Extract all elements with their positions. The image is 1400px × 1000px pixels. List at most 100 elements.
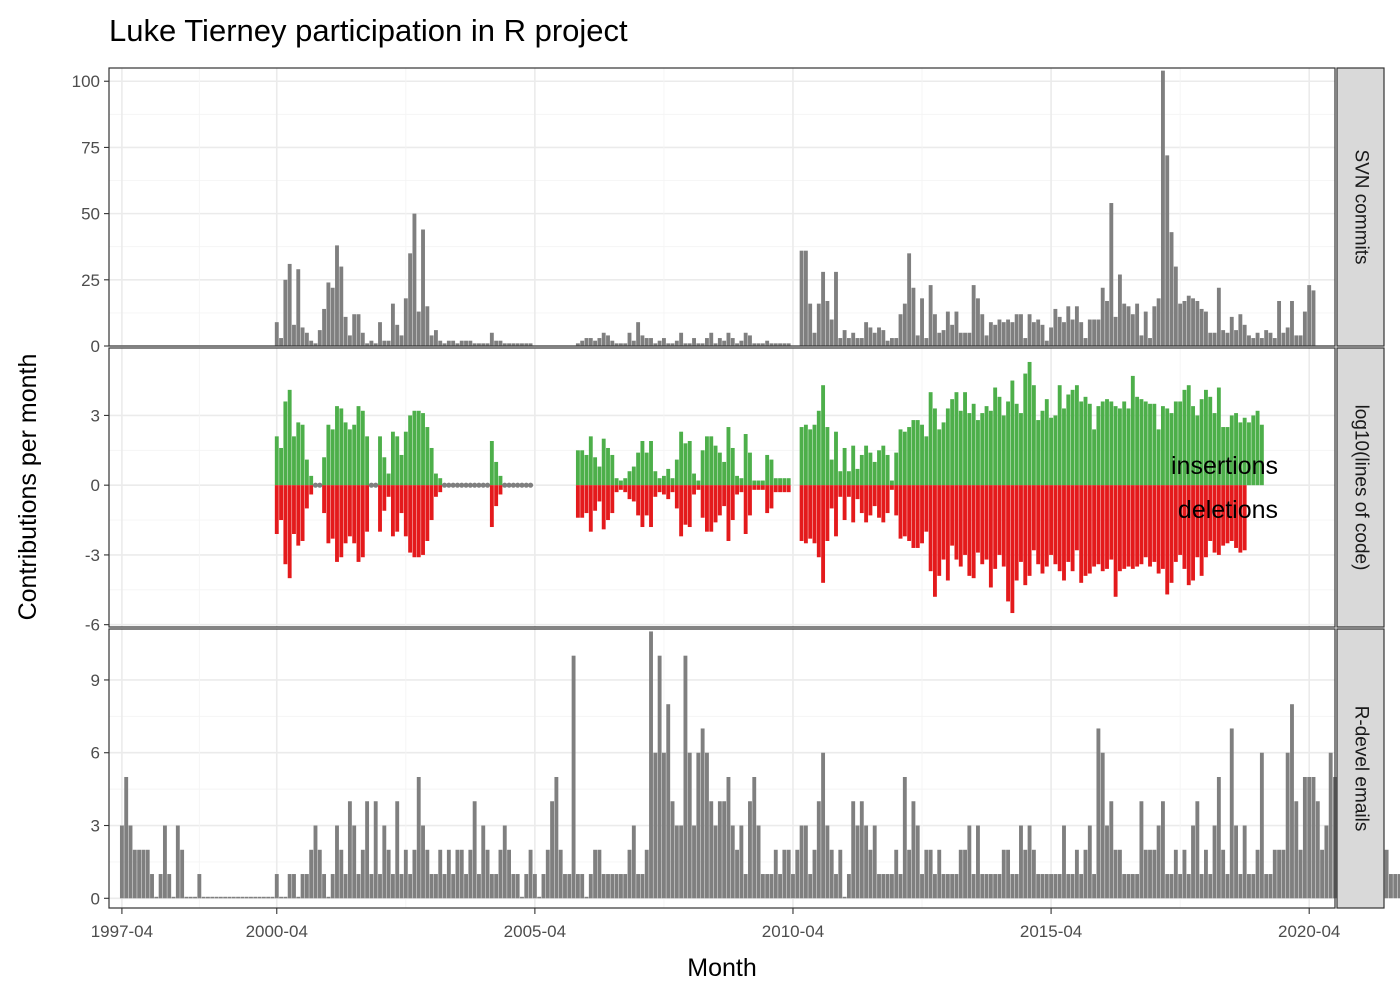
deletion-bar [692, 485, 696, 495]
deletion-bar [1221, 485, 1226, 546]
bar [1173, 849, 1178, 899]
bar [812, 332, 817, 346]
insertion-bar [416, 410, 421, 486]
bar [1234, 330, 1238, 346]
deletion-bar [627, 485, 632, 500]
insertion-bar [1195, 415, 1200, 486]
facet-strip-label: log10(lines of code) [1350, 405, 1371, 571]
deletion-bar [730, 485, 735, 521]
insertion-bar [971, 403, 976, 486]
deletion-bar [984, 485, 989, 560]
bar [1036, 319, 1041, 346]
x-tick-label: 2015-04 [1020, 922, 1082, 941]
bar [210, 896, 215, 899]
bar [214, 896, 219, 899]
insertion-bar [1204, 389, 1208, 486]
bar [1053, 874, 1058, 899]
insertion-bar [1225, 427, 1230, 486]
insertion-bar [692, 473, 696, 486]
bar [1031, 322, 1036, 346]
bar [373, 801, 378, 899]
bar [571, 655, 576, 899]
bar [984, 874, 989, 899]
bar [855, 338, 860, 346]
y-axis-title: Contributions per month [14, 354, 42, 621]
bar [885, 874, 890, 899]
deletion-bar [1156, 485, 1161, 574]
bar [1100, 287, 1105, 346]
bar [782, 849, 787, 899]
bar [184, 896, 189, 899]
insertion-bar [627, 471, 632, 486]
bar [1066, 306, 1071, 346]
bar [515, 343, 520, 346]
insertion-bar [1135, 396, 1140, 486]
deletion-bar [1152, 485, 1157, 562]
insertion-bar [821, 385, 826, 486]
bar [373, 343, 378, 346]
bar [730, 825, 735, 899]
panel-border [108, 628, 1336, 909]
deletion-bar [1092, 485, 1097, 567]
deletion-bar [575, 485, 580, 518]
bar [1294, 801, 1299, 899]
bar [502, 343, 507, 346]
bar [580, 874, 585, 899]
bar [567, 874, 572, 899]
bar [274, 874, 279, 899]
bar [171, 896, 176, 899]
bar [537, 896, 542, 899]
bar [1298, 335, 1303, 346]
bar [464, 874, 468, 899]
deletion-bar [735, 485, 739, 495]
bar [416, 776, 421, 899]
bar [1281, 332, 1286, 346]
deletion-bar [412, 485, 417, 558]
insertion-bar [786, 478, 791, 486]
bar [644, 849, 649, 899]
bar [920, 874, 924, 899]
deletion-bar [666, 485, 671, 500]
insertion-bar [279, 447, 284, 486]
bar [1195, 300, 1200, 346]
insertion-bar [1186, 385, 1191, 486]
insertion-bar [1083, 396, 1088, 486]
bar [1057, 316, 1062, 346]
bar [343, 874, 348, 899]
x-tick-label: 1997-04 [91, 922, 153, 941]
bar [287, 874, 292, 899]
insertion-bar [683, 443, 688, 486]
deletion-bar [408, 485, 413, 553]
deletion-bar [868, 485, 873, 516]
deletion-bar [1049, 485, 1054, 555]
y-tick-label: 3 [91, 817, 100, 836]
zero-point [523, 482, 529, 488]
deletion-bar [1006, 485, 1011, 602]
bar [1019, 825, 1023, 899]
bar [1238, 874, 1243, 899]
bar [795, 849, 800, 899]
bar [941, 874, 946, 899]
deletion-bar [1023, 485, 1028, 586]
bar [119, 825, 124, 899]
bar [722, 801, 727, 899]
zero-point [312, 482, 319, 488]
insertion-bar [425, 427, 430, 486]
insertion-bar [584, 454, 589, 486]
bar [403, 849, 408, 899]
bar [877, 874, 881, 899]
insertion-bar [421, 413, 425, 486]
bar [1320, 849, 1325, 899]
deletions-label: deletions [1178, 496, 1278, 524]
bar [429, 874, 434, 899]
bar [1238, 314, 1243, 346]
deletion-bar [382, 485, 387, 511]
bar [231, 896, 236, 899]
bar [511, 874, 516, 899]
insertion-bar [352, 424, 357, 486]
y-tick-label: 0 [91, 889, 100, 908]
panel-3: 0 3 6 9 R-devel emails [91, 628, 1400, 909]
deletion-bar [838, 485, 843, 497]
bar [743, 874, 748, 899]
bar [1302, 776, 1307, 899]
